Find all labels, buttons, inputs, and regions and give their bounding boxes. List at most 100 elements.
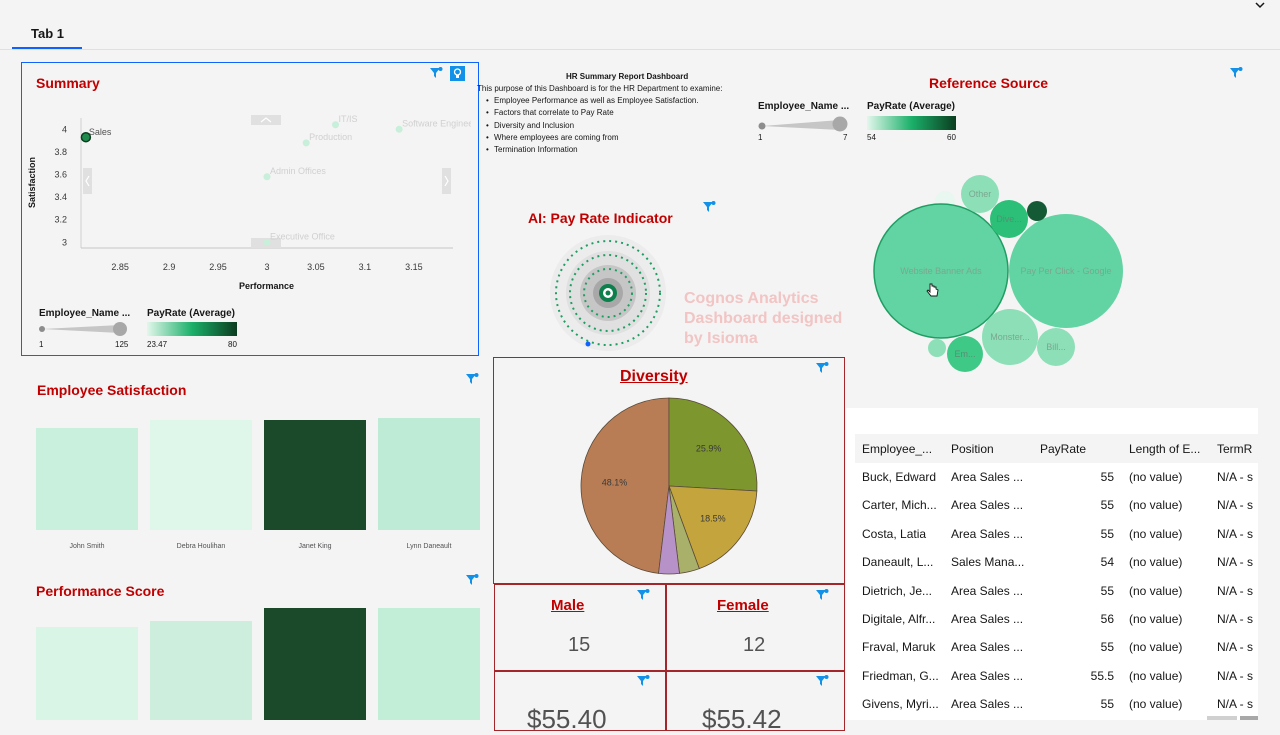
bubble[interactable] <box>982 309 1038 365</box>
table-cell-pay[interactable]: 55.5 <box>1090 668 1114 683</box>
female-kpi-panel[interactable] <box>666 584 845 671</box>
column-header[interactable]: TermR <box>1217 442 1253 456</box>
table-cell-length[interactable]: (no value) <box>1129 555 1183 570</box>
scrollbar-thumb[interactable] <box>1240 716 1258 720</box>
satisfaction-heat-cell[interactable] <box>378 418 480 530</box>
performance-heat-cell[interactable] <box>264 608 366 720</box>
reference-bubble-chart[interactable]: Website Banner Ads Pay Per Click - Googl… <box>860 170 1140 380</box>
tab-1[interactable]: Tab 1 <box>31 26 64 41</box>
bubble[interactable] <box>1037 328 1075 366</box>
scatter-point[interactable] <box>332 121 340 129</box>
filter-icon[interactable] <box>815 588 829 607</box>
table-cell-pay[interactable]: 55 <box>1100 697 1114 712</box>
column-header[interactable]: PayRate <box>1040 442 1087 456</box>
scatter-point[interactable] <box>395 125 403 133</box>
bubble[interactable] <box>1027 201 1047 221</box>
table-cell-pay[interactable]: 55 <box>1100 498 1114 513</box>
satisfaction-heat-cell[interactable] <box>150 420 252 530</box>
table-cell-pay[interactable]: 55 <box>1100 640 1114 655</box>
table-cell-pay[interactable]: 55 <box>1100 470 1114 484</box>
table-cell-name[interactable]: Buck, Edward <box>862 470 937 484</box>
summary-widget[interactable] <box>21 62 479 356</box>
table-cell-length[interactable]: (no value) <box>1129 583 1183 598</box>
table-cell-length[interactable]: (no value) <box>1129 668 1183 683</box>
male-kpi-panel[interactable] <box>494 584 666 671</box>
chevron-down-icon[interactable] <box>1254 0 1266 14</box>
lightbulb-icon[interactable] <box>450 66 465 86</box>
table-cell-term[interactable]: N/A - s <box>1217 470 1254 484</box>
filter-icon[interactable] <box>815 361 829 380</box>
table-cell-name[interactable]: Fraval, Maruk <box>862 640 936 655</box>
bubble[interactable] <box>990 200 1028 238</box>
table-cell-position[interactable]: Area Sales ... <box>951 526 1024 541</box>
table-cell-name[interactable]: Givens, Myri... <box>862 697 939 712</box>
bubble[interactable] <box>947 336 983 372</box>
filter-icon[interactable] <box>1229 66 1243 85</box>
scroll-left-handle[interactable] <box>83 168 92 194</box>
bubble[interactable] <box>1009 214 1123 328</box>
table-cell-position[interactable]: Area Sales ... <box>951 470 1024 484</box>
satisfaction-heat-cell[interactable] <box>36 428 138 530</box>
table-cell-length[interactable]: (no value) <box>1129 526 1183 541</box>
horizontal-scrollbar[interactable] <box>1207 716 1237 720</box>
scroll-right-handle[interactable] <box>442 168 451 194</box>
filter-icon[interactable] <box>465 573 479 592</box>
table-cell-length[interactable]: (no value) <box>1129 697 1183 712</box>
filter-icon[interactable] <box>636 588 650 607</box>
performance-heat-cell[interactable] <box>378 608 480 720</box>
table-cell-position[interactable]: Area Sales ... <box>951 697 1024 712</box>
table-cell-position[interactable]: Area Sales ... <box>951 612 1024 626</box>
table-cell-pay[interactable]: 56 <box>1100 612 1114 626</box>
table-cell-pay[interactable]: 54 <box>1100 555 1114 570</box>
filter-icon[interactable] <box>815 674 829 693</box>
bubble[interactable] <box>928 339 946 357</box>
column-header[interactable]: Position <box>951 442 994 456</box>
scatter-point[interactable] <box>263 173 271 181</box>
filter-icon[interactable] <box>429 66 443 85</box>
satisfaction-heat-cell[interactable] <box>264 420 366 530</box>
table-cell-term[interactable]: N/A - s <box>1217 612 1254 626</box>
scatter-point[interactable] <box>302 139 310 147</box>
table-cell-position[interactable]: Area Sales ... <box>951 668 1024 683</box>
table-cell-term[interactable]: N/A - s <box>1217 640 1254 655</box>
filter-icon[interactable] <box>465 372 479 391</box>
filter-icon[interactable] <box>636 674 650 693</box>
table-cell-length[interactable]: (no value) <box>1129 498 1183 513</box>
table-cell-position[interactable]: Area Sales ... <box>951 498 1024 513</box>
pie-slice[interactable] <box>668 397 758 492</box>
table-cell-length[interactable]: (no value) <box>1129 640 1183 655</box>
table-cell-pay[interactable]: 55 <box>1100 583 1114 598</box>
table-cell-term[interactable]: N/A - s <box>1217 555 1254 570</box>
diversity-pie-chart[interactable]: 48.1% 25.9% 18.5% <box>576 393 762 579</box>
column-header[interactable]: Employee_... <box>862 442 933 456</box>
scatter-point[interactable] <box>80 131 92 143</box>
table-cell-term[interactable]: N/A - s <box>1217 526 1254 541</box>
bubble[interactable] <box>961 175 999 213</box>
table-cell-term[interactable]: N/A - s <box>1217 697 1254 712</box>
table-cell-term[interactable]: N/A - s <box>1217 498 1254 513</box>
performance-heat-cell[interactable] <box>150 621 252 720</box>
table-cell-position[interactable]: Area Sales ... <box>951 583 1024 598</box>
bubble[interactable] <box>873 203 1009 339</box>
table-cell-name[interactable]: Costa, Latia <box>862 526 927 541</box>
pie-slice[interactable] <box>668 485 758 570</box>
table-cell-length[interactable]: (no value) <box>1129 612 1183 626</box>
scatter-point[interactable] <box>263 238 271 246</box>
table-cell-name[interactable]: Daneault, L... <box>862 555 934 570</box>
performance-heat-cell[interactable] <box>36 627 138 720</box>
table-cell-term[interactable]: N/A - s <box>1217 583 1254 598</box>
table-cell-name[interactable]: Friedman, G... <box>862 668 939 683</box>
scroll-up-handle[interactable] <box>251 115 281 125</box>
pie-slice[interactable] <box>658 485 680 575</box>
table-cell-name[interactable]: Digitale, Alfr... <box>862 612 936 626</box>
table-cell-term[interactable]: N/A - s <box>1217 668 1254 683</box>
table-cell-position[interactable]: Area Sales ... <box>951 640 1024 655</box>
table-cell-pay[interactable]: 55 <box>1100 526 1114 541</box>
table-cell-name[interactable]: Dietrich, Je... <box>862 583 933 598</box>
pie-slice[interactable] <box>580 397 670 574</box>
ai-pay-rate-indicator[interactable] <box>548 233 668 353</box>
table-cell-length[interactable]: (no value) <box>1129 470 1183 484</box>
table-cell-position[interactable]: Sales Mana... <box>951 555 1025 570</box>
table-cell-name[interactable]: Carter, Mich... <box>862 498 937 513</box>
summary-scatter-chart[interactable]: 4 3.8 3.6 3.4 3.2 3 2.85 2.9 2.95 3 3.05 3.1 3.15 S… <box>21 100 471 300</box>
